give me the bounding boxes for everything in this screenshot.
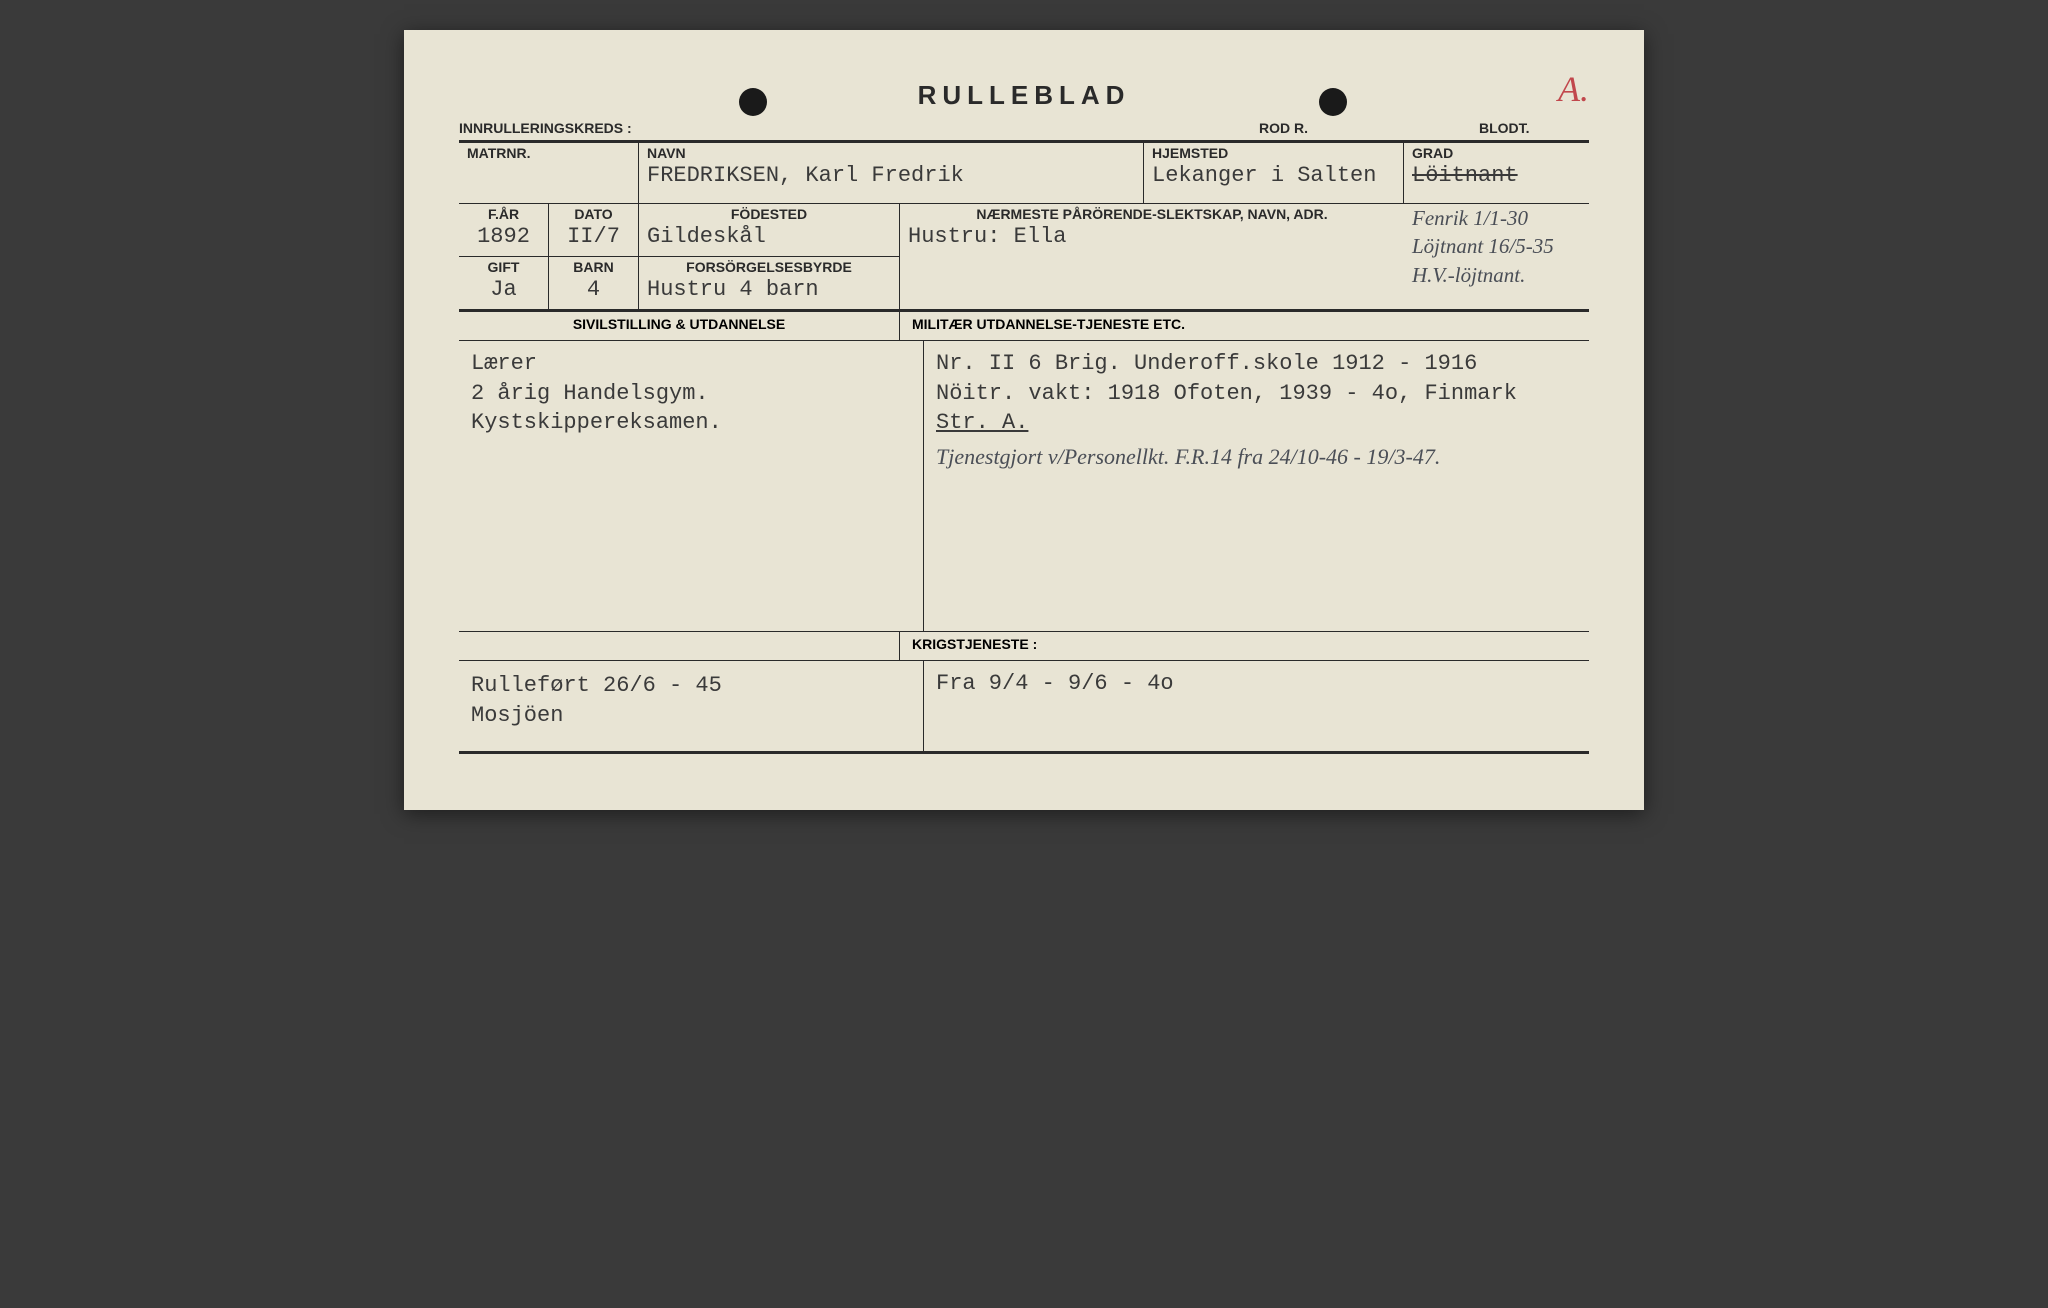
subrow-birth: F.ÅR 1892 DATO II/7 FÖDESTED Gildeskål <box>459 204 899 256</box>
label-rod: ROD R. <box>1259 120 1479 136</box>
bottom-right-line1: Fra 9/4 - 9/6 - 4o <box>936 671 1577 696</box>
value-grad-struck: Löitnant <box>1412 163 1581 188</box>
grad-hand-line2: Löjtnant 16/5-35 <box>1412 232 1581 260</box>
cell-navn: NAVN FREDRIKSEN, Karl Fredrik <box>639 143 1144 203</box>
sivil-line2: 2 årig Handelsgym. <box>471 379 911 409</box>
grad-hand-line1: Fenrik 1/1-30 <box>1412 204 1581 232</box>
subrow-family: GIFT Ja BARN 4 FORSÖRGELSESBYRDE Hustru … <box>459 257 899 309</box>
militar-line1: Nr. II 6 Brig. Underoff.skole 1912 - 191… <box>936 349 1577 379</box>
value-naermeste: Hustru: Ella <box>908 224 1396 249</box>
label-hjemsted: HJEMSTED <box>1152 145 1395 161</box>
cell-grad: GRAD Löitnant <box>1404 143 1589 203</box>
cell-naermeste: NÆRMESTE PÅRÖRENDE-SLEKTSKAP, NAVN, ADR.… <box>899 204 1404 309</box>
row-personal: F.ÅR 1892 DATO II/7 FÖDESTED Gildeskål G… <box>459 204 1589 309</box>
label-matrnr: MATRNR. <box>467 145 630 161</box>
bottom-left-line1: Rulleført 26/6 - 45 <box>471 671 911 701</box>
grad-handwritten: Fenrik 1/1-30 Löjtnant 16/5-35 H.V.-löjt… <box>1412 204 1581 289</box>
header-labels-row: INNRULLERINGSKREDS : ROD R. BLODT. <box>459 120 1589 136</box>
cell-fodested: FÖDESTED Gildeskål <box>639 204 899 256</box>
militar-handwritten: Tjenestgjort v/Personellkt. F.R.14 fra 2… <box>936 442 1577 472</box>
row-section-headers: SIVILSTILLING & UTDANNELSE MILITÆR UTDAN… <box>459 312 1589 340</box>
bottom-left: Rulleført 26/6 - 45 Mosjöen <box>459 661 924 751</box>
label-dato: DATO <box>557 206 630 222</box>
cell-gift: GIFT Ja <box>459 257 549 309</box>
annotation-top-right: A. <box>1558 68 1589 110</box>
label-militar: MILITÆR UTDANNELSE-TJENESTE ETC. <box>900 312 1589 340</box>
label-grad: GRAD <box>1412 145 1581 161</box>
cell-grad-notes: Fenrik 1/1-30 Löjtnant 16/5-35 H.V.-löjt… <box>1404 204 1589 309</box>
label-forsorgelse: FORSÖRGELSESBYRDE <box>647 259 891 275</box>
cell-matrnr: MATRNR. <box>459 143 639 203</box>
label-fodested: FÖDESTED <box>647 206 891 222</box>
row-personal-left: F.ÅR 1892 DATO II/7 FÖDESTED Gildeskål G… <box>459 204 899 309</box>
row-krigstjeneste-header: KRIGSTJENESTE : <box>459 632 1589 660</box>
cell-far: F.ÅR 1892 <box>459 204 549 256</box>
bottom-right: Fra 9/4 - 9/6 - 4o <box>924 661 1589 751</box>
militar-line3: Str. A. <box>936 408 1577 438</box>
label-barn: BARN <box>557 259 630 275</box>
krig-left-empty <box>459 632 900 660</box>
value-dato: II/7 <box>557 224 630 249</box>
militar-line2: Nöitr. vakt: 1918 Ofoten, 1939 - 4o, Fin… <box>936 379 1577 409</box>
label-navn: NAVN <box>647 145 1135 161</box>
bottom-left-line2: Mosjöen <box>471 701 911 731</box>
cell-dato: DATO II/7 <box>549 204 639 256</box>
value-gift: Ja <box>467 277 540 302</box>
cell-hjemsted: HJEMSTED Lekanger i Salten <box>1144 143 1404 203</box>
cell-forsorgelse: FORSÖRGELSESBYRDE Hustru 4 barn <box>639 257 899 309</box>
main-title: RULLEBLAD <box>918 80 1131 111</box>
label-blodt: BLODT. <box>1479 120 1589 136</box>
militar-body: Nr. II 6 Brig. Underoff.skole 1912 - 191… <box>924 341 1589 631</box>
label-far: F.ÅR <box>467 206 540 222</box>
divider <box>459 751 1589 754</box>
label-naermeste: NÆRMESTE PÅRÖRENDE-SLEKTSKAP, NAVN, ADR. <box>908 206 1396 222</box>
value-far: 1892 <box>467 224 540 249</box>
sivil-line1: Lærer <box>471 349 911 379</box>
row-identity: MATRNR. NAVN FREDRIKSEN, Karl Fredrik HJ… <box>459 143 1589 203</box>
grad-hand-line3: H.V.-löjtnant. <box>1412 261 1581 289</box>
value-navn: FREDRIKSEN, Karl Fredrik <box>647 163 1135 188</box>
sivil-line3: Kystskippereksamen. <box>471 408 911 438</box>
label-sivilstilling: SIVILSTILLING & UTDANNELSE <box>459 312 900 340</box>
sivil-body: Lærer 2 årig Handelsgym. Kystskippereksa… <box>459 341 924 631</box>
title-row: RULLEBLAD A. <box>459 80 1589 114</box>
label-innrulleringskreds: INNRULLERINGSKREDS : <box>459 120 1259 136</box>
cell-barn: BARN 4 <box>549 257 639 309</box>
value-forsorgelse: Hustru 4 barn <box>647 277 891 302</box>
value-fodested: Gildeskål <box>647 224 891 249</box>
value-barn: 4 <box>557 277 630 302</box>
row-bottom: Rulleført 26/6 - 45 Mosjöen Fra 9/4 - 9/… <box>459 661 1589 751</box>
row-body: Lærer 2 årig Handelsgym. Kystskippereksa… <box>459 341 1589 631</box>
label-krigstjeneste: KRIGSTJENESTE : <box>900 632 1589 660</box>
label-gift: GIFT <box>467 259 540 275</box>
record-card: RULLEBLAD A. INNRULLERINGSKREDS : ROD R.… <box>404 30 1644 810</box>
value-hjemsted: Lekanger i Salten <box>1152 163 1395 188</box>
